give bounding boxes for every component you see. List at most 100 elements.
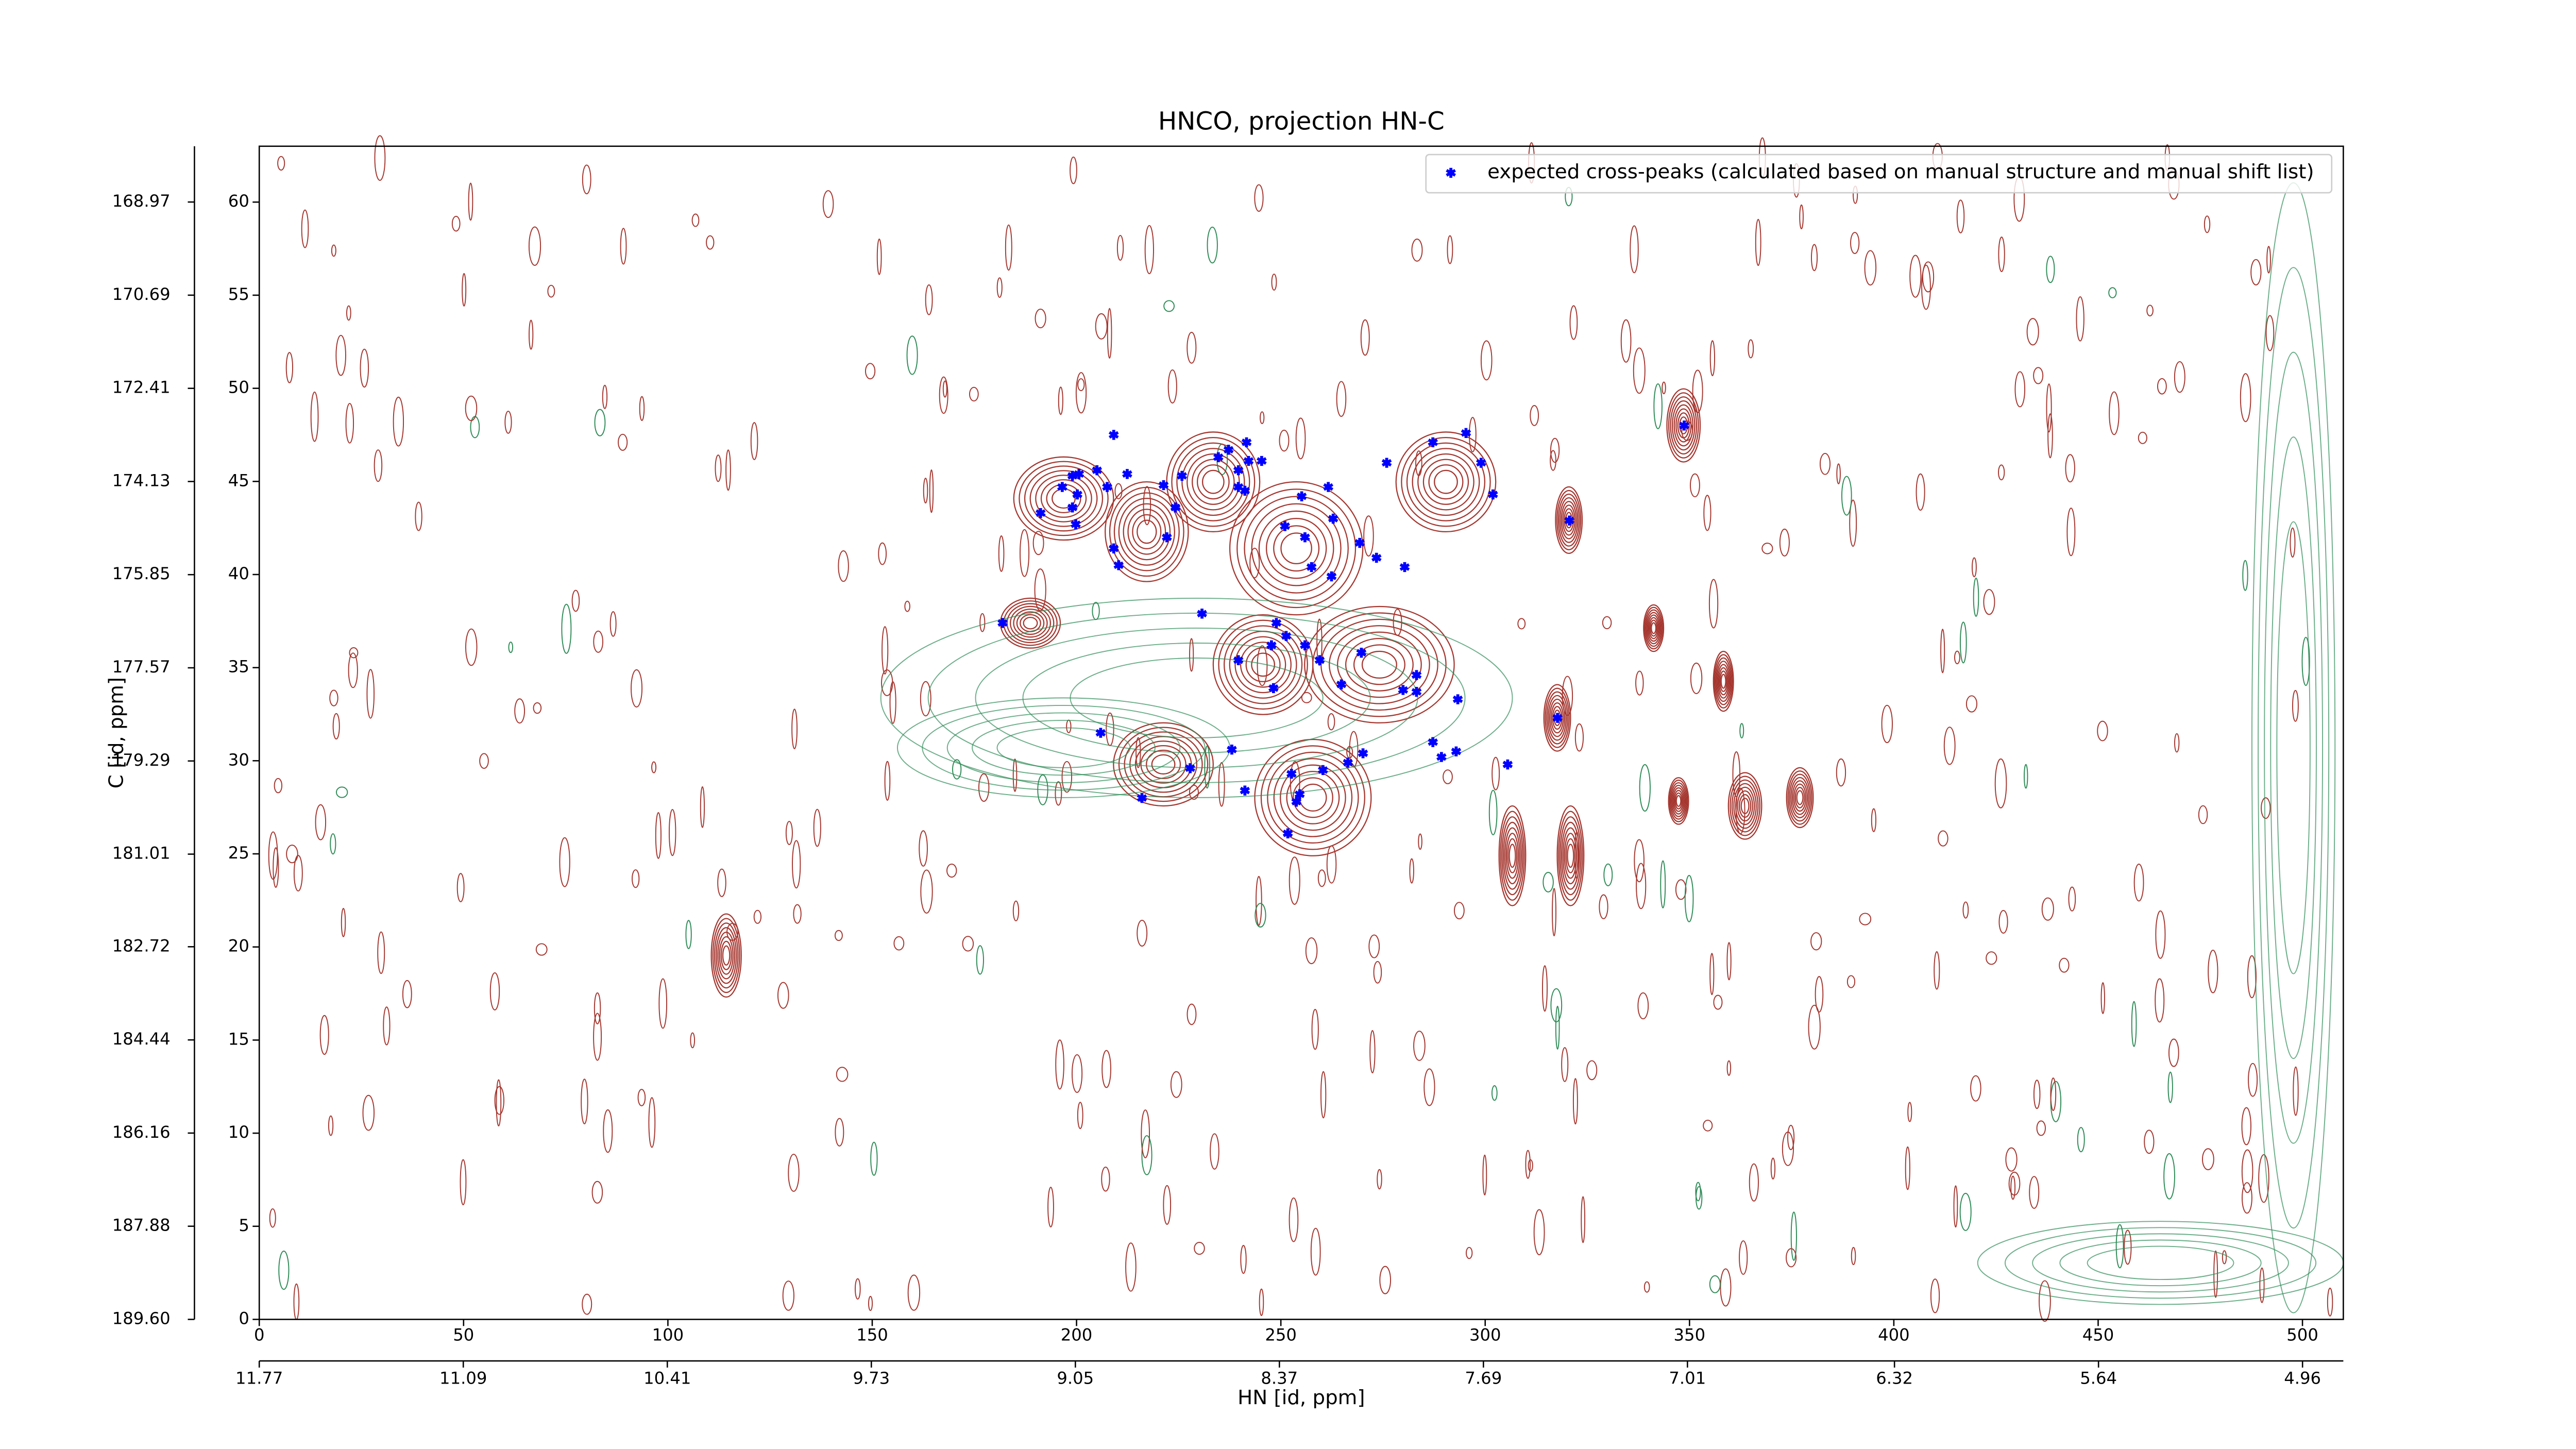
y2-tick-label: 182.72 — [112, 936, 171, 955]
contour — [1677, 412, 1690, 439]
contour — [2066, 508, 2076, 557]
contour — [1151, 754, 1176, 775]
cross-peak — [1679, 420, 1689, 431]
contour — [777, 982, 789, 1009]
contour — [1136, 737, 1141, 768]
contour — [1280, 532, 1312, 564]
contour — [1998, 909, 2008, 934]
contour — [1666, 388, 1701, 463]
contour — [835, 1118, 844, 1147]
contour — [1726, 942, 1732, 981]
contour — [1218, 762, 1225, 807]
contour — [782, 1280, 794, 1311]
contour — [2208, 949, 2218, 993]
contour — [1841, 476, 1852, 516]
contour — [1647, 614, 1660, 642]
contour — [1163, 300, 1175, 312]
contour — [377, 931, 385, 974]
contour — [1528, 1159, 1533, 1172]
contour — [1310, 1227, 1321, 1276]
contour — [1301, 692, 1312, 703]
contour — [1109, 486, 1184, 577]
contour — [1167, 369, 1177, 403]
contour — [1749, 1163, 1759, 1202]
contour — [1498, 805, 1527, 906]
contour — [2039, 1280, 2051, 1322]
contour — [1533, 1209, 1545, 1256]
contour — [1556, 805, 1585, 906]
contour — [1543, 872, 1554, 892]
contour — [976, 945, 984, 975]
contour — [838, 550, 849, 582]
contour — [813, 808, 821, 847]
contour — [1646, 612, 1661, 645]
contour — [582, 1293, 592, 1315]
cross-peak — [1291, 797, 1302, 807]
contour — [1953, 1185, 1958, 1228]
cross-peak — [1381, 458, 1392, 468]
contour — [1360, 319, 1370, 356]
contour — [1713, 650, 1734, 712]
contour — [1316, 618, 1323, 666]
cross-peak — [1286, 768, 1297, 779]
contour — [1507, 838, 1518, 873]
contour — [2265, 315, 2275, 351]
contour — [1790, 777, 1809, 818]
contour — [655, 812, 662, 859]
contour — [1557, 493, 1580, 547]
cross-peak — [1358, 748, 1368, 759]
contour — [1113, 492, 1180, 571]
contour — [2155, 978, 2165, 1023]
contour — [1671, 400, 1696, 451]
contour — [668, 808, 676, 856]
contour — [1201, 469, 1225, 494]
contour — [1986, 951, 1997, 965]
contour — [1024, 465, 1104, 532]
contour — [1660, 860, 1666, 908]
contour — [1251, 503, 1342, 594]
contour — [753, 909, 762, 924]
contour — [1543, 684, 1571, 752]
contour — [969, 386, 979, 402]
contour — [1320, 618, 1438, 711]
contour — [1561, 1047, 1569, 1082]
contour — [1675, 408, 1692, 443]
contour — [1673, 789, 1684, 812]
cross-peak — [1328, 513, 1338, 524]
contour — [1163, 1185, 1172, 1225]
contour — [1959, 621, 1967, 664]
contour — [1714, 654, 1733, 709]
contour — [1029, 470, 1098, 527]
contour — [1561, 501, 1577, 540]
cross-peak — [1122, 469, 1132, 479]
contour — [1482, 1154, 1487, 1195]
cross-peak — [1197, 609, 1207, 619]
contour — [533, 702, 542, 714]
cross-peak — [1137, 793, 1147, 803]
contour — [1187, 453, 1240, 511]
contour — [923, 478, 928, 503]
contour — [1690, 662, 1703, 694]
contour — [2259, 1267, 2265, 1303]
contour — [496, 1079, 502, 1126]
contour — [2250, 259, 2262, 285]
contour — [2261, 797, 2271, 819]
y-tick-label: 40 — [228, 564, 249, 583]
contour — [1790, 1211, 1797, 1261]
contour — [1548, 695, 1567, 741]
cross-peak — [1271, 618, 1282, 628]
contour — [1731, 779, 1759, 833]
contour — [1267, 751, 1359, 844]
contour — [514, 698, 526, 724]
contour — [593, 1013, 602, 1061]
contour — [2029, 1176, 2040, 1209]
contour — [2248, 1063, 2258, 1097]
y-tick-label: 60 — [228, 191, 249, 211]
cross-peak — [997, 618, 1008, 628]
contour — [1552, 706, 1563, 730]
contour — [1019, 529, 1030, 577]
contour — [1240, 1245, 1247, 1274]
contour — [1105, 481, 1189, 582]
contour — [301, 209, 309, 248]
